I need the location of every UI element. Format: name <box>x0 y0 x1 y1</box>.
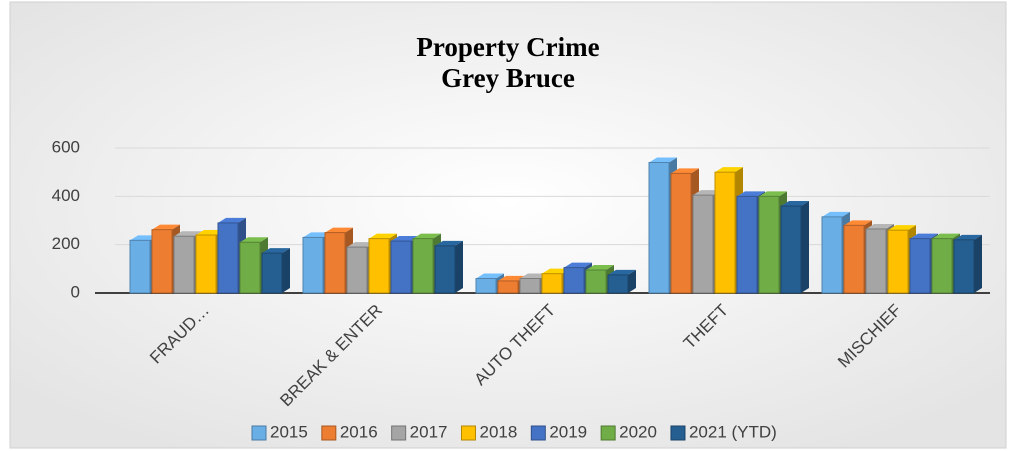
bar-top <box>888 225 916 231</box>
bar <box>368 238 390 294</box>
chart-title: Property Crime <box>416 32 599 62</box>
bar-top <box>737 191 765 197</box>
y-tick-label: 400 <box>52 186 80 205</box>
legend-label: 2021 (YTD) <box>689 422 777 441</box>
bar-top <box>542 268 570 274</box>
bar <box>475 278 497 294</box>
bar-top <box>910 233 938 239</box>
bar <box>714 171 736 294</box>
bar <box>519 278 541 294</box>
bar <box>843 224 865 294</box>
bar <box>931 238 953 294</box>
bar-top <box>347 242 375 248</box>
bar-top <box>152 224 180 230</box>
bar-side <box>282 248 290 293</box>
bar-top <box>174 231 202 237</box>
bar-top <box>325 227 353 233</box>
legend-swatch <box>321 425 337 441</box>
legend-swatch <box>460 425 476 441</box>
bar <box>692 194 714 294</box>
bar-top <box>844 220 872 226</box>
bar <box>758 195 780 294</box>
legend-label: 2019 <box>549 422 587 441</box>
bar <box>217 222 239 294</box>
bar-top <box>435 240 463 246</box>
bar-top <box>262 248 290 254</box>
bar-top <box>932 233 960 239</box>
bar-top <box>649 157 677 163</box>
legend-swatch <box>600 425 616 441</box>
bar <box>346 246 368 294</box>
bar-side <box>628 269 636 293</box>
bar <box>412 238 434 294</box>
bar-side <box>455 240 463 293</box>
bar <box>390 240 412 294</box>
bar-top <box>240 237 268 243</box>
bar <box>670 172 692 294</box>
y-tick-label: 200 <box>52 234 80 253</box>
bar-top <box>954 234 982 240</box>
y-tick-label: 600 <box>52 137 80 156</box>
bar <box>302 236 324 294</box>
legend-label: 2016 <box>340 422 378 441</box>
chart-subtitle: Grey Bruce <box>441 63 575 93</box>
bar-top <box>759 191 787 197</box>
bar-top <box>130 235 158 241</box>
bar <box>953 239 975 294</box>
bar-top <box>822 211 850 217</box>
bar <box>173 235 195 294</box>
bar-top <box>476 273 504 279</box>
bar-top <box>498 275 526 281</box>
bar <box>497 280 519 294</box>
bar <box>607 274 629 294</box>
bar-top <box>693 190 721 196</box>
bar-side <box>974 234 982 293</box>
bar <box>585 269 607 294</box>
bar <box>434 245 456 294</box>
y-tick-label: 0 <box>71 282 80 301</box>
bar <box>648 162 670 294</box>
bar <box>909 238 931 294</box>
bar-top <box>608 269 636 275</box>
legend-label: 2015 <box>270 422 308 441</box>
bar <box>821 216 843 294</box>
bar-top <box>564 262 592 268</box>
legend-swatch <box>670 425 686 441</box>
bar-top <box>196 230 224 235</box>
bar-top <box>413 233 441 239</box>
bar <box>865 228 887 294</box>
legend-swatch <box>251 425 267 441</box>
bar <box>195 234 217 294</box>
bar-top <box>671 168 699 174</box>
bar-top <box>520 273 548 279</box>
bar-top <box>369 233 397 239</box>
bar <box>129 239 151 294</box>
bar <box>239 241 261 294</box>
bar-top <box>586 265 614 271</box>
bar <box>261 252 283 294</box>
bar-top <box>218 217 246 223</box>
legend-swatch <box>530 425 546 441</box>
bar <box>151 229 173 294</box>
bar <box>887 229 909 294</box>
legend-label: 2018 <box>479 422 517 441</box>
bar-top <box>391 236 419 242</box>
bar <box>541 273 563 294</box>
bar-side <box>801 201 809 293</box>
bar <box>736 195 758 294</box>
legend-label: 2020 <box>619 422 657 441</box>
bar-top <box>715 167 743 173</box>
bar-top <box>866 223 894 229</box>
legend-swatch <box>391 425 407 441</box>
bar-top <box>781 201 809 206</box>
bar <box>780 205 802 294</box>
bar <box>324 232 346 294</box>
legend-label: 2017 <box>410 422 448 441</box>
bar <box>563 267 585 294</box>
bar-top <box>303 232 331 238</box>
